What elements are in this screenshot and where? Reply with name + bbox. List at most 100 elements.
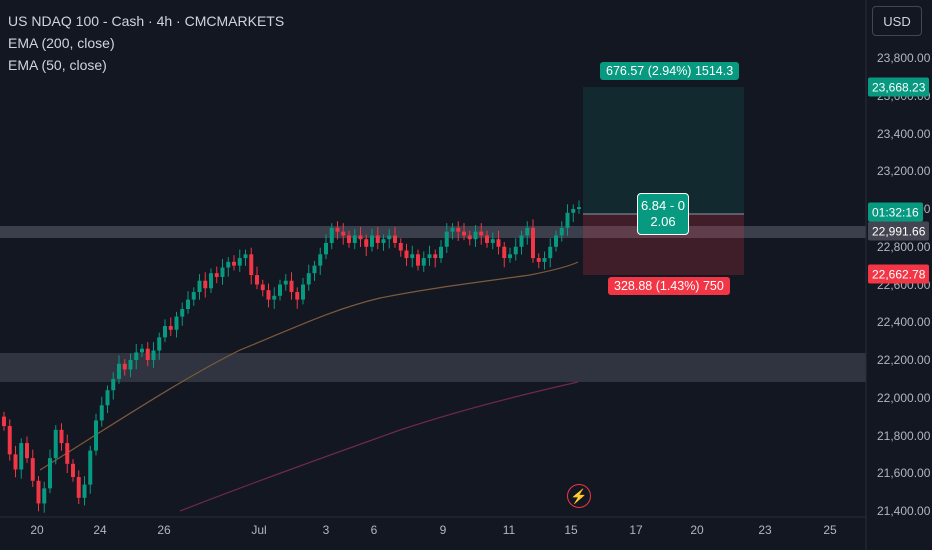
date-tick-label: 17: [629, 523, 643, 537]
stop-price-badge: 22,662.78: [868, 264, 930, 284]
candle-body: [59, 429, 64, 444]
profit-zone: [583, 87, 744, 214]
candle-body: [502, 246, 507, 259]
candle-body: [577, 207, 581, 209]
candle-body: [278, 284, 282, 296]
price-tick-label: 23,800.00: [877, 51, 931, 65]
candle-body: [168, 326, 173, 330]
candle-body: [180, 309, 185, 317]
candle-body: [329, 227, 334, 243]
symbol-title[interactable]: US NDAQ 100 - Cash · 4h · CMCMARKETS: [8, 13, 285, 29]
candle-body: [398, 242, 403, 251]
price-tick-label: 21,600.00: [877, 466, 931, 481]
flash-alert-icon[interactable]: ⚡: [567, 484, 591, 508]
candle-body: [36, 480, 41, 504]
candle-body: [25, 443, 29, 459]
candle-body: [249, 254, 254, 276]
candle-body: [117, 363, 121, 379]
candle-body: [174, 316, 179, 330]
candle-body: [243, 254, 248, 259]
candle-body: [565, 212, 570, 228]
date-tick-label: 25: [823, 523, 837, 537]
candle-body: [99, 405, 104, 421]
candle-body: [404, 250, 409, 259]
date-tick-label: 9: [439, 523, 447, 537]
candle-body: [306, 273, 311, 285]
stop-label[interactable]: 328.88 (1.43%) 750: [608, 277, 730, 295]
target-label[interactable]: 676.57 (2.94%) 1514.3: [600, 62, 740, 80]
candle-body: [375, 235, 380, 243]
ema200-legend[interactable]: EMA (200, close): [8, 35, 115, 51]
candle-body: [30, 458, 35, 481]
candle-body: [370, 235, 374, 247]
candle-body: [53, 429, 58, 459]
candle-body: [387, 235, 392, 240]
ema200-line: [179, 381, 579, 512]
candle-body: [145, 348, 150, 360]
ema50-legend[interactable]: EMA (50, close): [8, 57, 107, 73]
date-tick-label: 26: [157, 523, 171, 537]
candle-body: [266, 290, 271, 300]
price-tick-label: 23,200.00: [877, 164, 931, 179]
candle-body: [209, 273, 213, 289]
candle-body: [255, 275, 259, 285]
candle-body: [260, 284, 265, 291]
candle-body: [381, 239, 386, 243]
candle-body: [186, 299, 190, 310]
candle-body: [111, 378, 116, 391]
ema50-line: [39, 261, 579, 471]
last-price-badge: 22,991.66: [868, 221, 930, 241]
date-tick-label: 3: [322, 523, 330, 537]
candle-body: [197, 280, 202, 293]
candle-body: [352, 235, 357, 243]
date-tick-label: 6: [370, 523, 378, 537]
candle-body: [513, 246, 518, 255]
price-tick-label: 22,800.00: [877, 239, 931, 254]
price-tick-label: 22,400.00: [877, 315, 931, 330]
candle-body: [393, 235, 397, 243]
candle-body: [358, 235, 363, 240]
candle-body: [416, 254, 420, 266]
candle-body: [203, 280, 208, 289]
date-tick-label: 23: [758, 523, 772, 537]
candle-body: [42, 488, 47, 504]
candle-body: [13, 454, 18, 470]
target-price-badge: 23,668.23: [868, 77, 930, 97]
candle-body: [48, 458, 52, 489]
candle-body: [559, 227, 564, 236]
candle-body: [312, 265, 317, 274]
candle-body: [134, 352, 139, 360]
candle-body: [226, 261, 231, 268]
candle-body: [490, 239, 495, 243]
candle-body: [519, 235, 524, 247]
candle-body: [232, 261, 236, 266]
candle-body: [94, 420, 98, 451]
risk-reward-box[interactable]: 6.84 - 0 2.06: [637, 193, 689, 235]
currency-button[interactable]: USD: [872, 6, 922, 36]
candle-body: [335, 227, 340, 232]
candle-body: [324, 242, 328, 255]
candle-body: [122, 363, 127, 370]
price-tick-label: 23,400.00: [877, 126, 931, 141]
candle-body: [71, 463, 75, 478]
candle-body: [485, 235, 489, 243]
ratio-line-1: 6.84 - 0: [640, 198, 686, 213]
candle-body: [508, 254, 512, 259]
candle-body: [421, 258, 426, 266]
candle-body: [341, 231, 346, 236]
chart-legend: US NDAQ 100 - Cash · 4h · CMCMARKETS EMA…: [8, 10, 284, 76]
candle-body: [19, 443, 24, 470]
candle-body: [444, 231, 449, 247]
date-tick-label: 15: [564, 523, 578, 537]
candle-body: [128, 360, 133, 370]
candle-body: [76, 477, 81, 498]
candle-body: [220, 267, 225, 277]
candle-body: [554, 235, 558, 247]
candle-body: [163, 326, 167, 338]
candle-body: [105, 390, 110, 406]
candle-body: [272, 295, 277, 300]
ratio-line-2: 2.06: [650, 214, 676, 229]
candle-body: [456, 227, 461, 232]
